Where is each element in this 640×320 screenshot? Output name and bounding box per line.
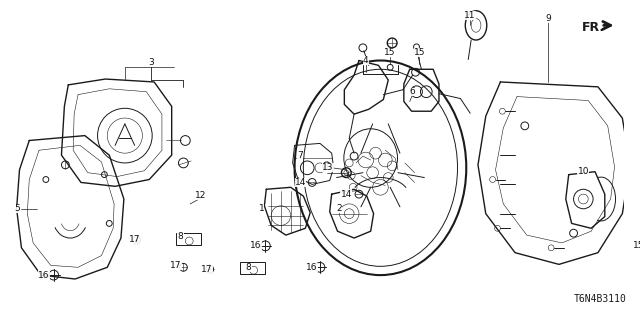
Text: 16: 16 [38, 271, 50, 280]
Text: 15: 15 [413, 48, 425, 57]
Text: 10: 10 [577, 167, 589, 176]
Text: 17: 17 [129, 236, 140, 244]
Bar [175, 233, 201, 245]
Text: 1: 1 [259, 204, 264, 213]
Text: 8: 8 [177, 232, 183, 241]
Text: 4: 4 [363, 56, 369, 65]
Text: 17: 17 [170, 261, 181, 270]
Text: 3: 3 [148, 58, 154, 67]
Text: 14: 14 [340, 190, 352, 199]
Text: 9: 9 [545, 14, 551, 23]
Text: 15: 15 [385, 48, 396, 57]
Text: 17: 17 [201, 265, 212, 274]
Text: 16: 16 [250, 241, 261, 250]
Text: 15: 15 [633, 241, 640, 250]
Text: 14: 14 [295, 178, 306, 187]
Text: 13: 13 [322, 163, 333, 172]
Text: FR.: FR. [581, 21, 605, 35]
Text: 7: 7 [298, 151, 303, 160]
Text: 12: 12 [195, 191, 207, 200]
Text: 2: 2 [337, 204, 342, 213]
Bar [240, 262, 266, 274]
Text: 5: 5 [15, 204, 20, 213]
Text: 11: 11 [465, 11, 476, 20]
Text: 16: 16 [307, 263, 318, 272]
Text: 6: 6 [410, 87, 415, 96]
Text: 8: 8 [246, 263, 252, 272]
Text: T6N4B3110: T6N4B3110 [573, 294, 627, 304]
